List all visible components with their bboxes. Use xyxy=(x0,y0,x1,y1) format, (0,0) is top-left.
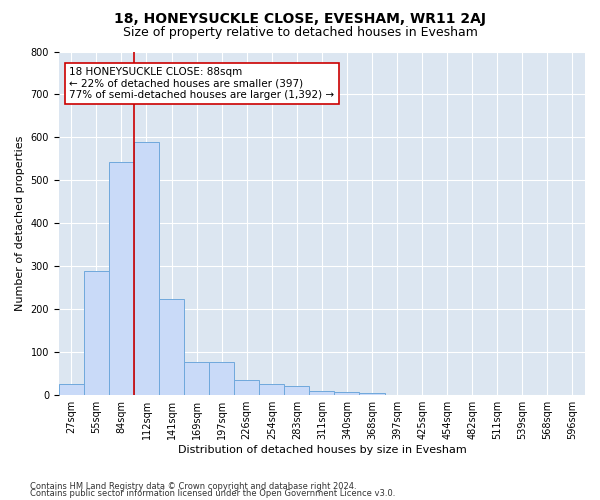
Bar xyxy=(359,393,385,395)
Bar xyxy=(284,386,310,395)
Bar xyxy=(209,362,234,395)
Bar xyxy=(109,162,134,395)
Bar xyxy=(259,384,284,395)
Bar xyxy=(59,384,84,395)
Text: Contains HM Land Registry data © Crown copyright and database right 2024.: Contains HM Land Registry data © Crown c… xyxy=(30,482,356,491)
Y-axis label: Number of detached properties: Number of detached properties xyxy=(15,136,25,311)
Text: Contains public sector information licensed under the Open Government Licence v3: Contains public sector information licen… xyxy=(30,489,395,498)
Bar xyxy=(334,392,359,395)
Text: 18 HONEYSUCKLE CLOSE: 88sqm
← 22% of detached houses are smaller (397)
77% of se: 18 HONEYSUCKLE CLOSE: 88sqm ← 22% of det… xyxy=(70,67,334,100)
Bar xyxy=(134,142,159,395)
Bar xyxy=(234,380,259,395)
X-axis label: Distribution of detached houses by size in Evesham: Distribution of detached houses by size … xyxy=(178,445,466,455)
Text: 18, HONEYSUCKLE CLOSE, EVESHAM, WR11 2AJ: 18, HONEYSUCKLE CLOSE, EVESHAM, WR11 2AJ xyxy=(114,12,486,26)
Text: Size of property relative to detached houses in Evesham: Size of property relative to detached ho… xyxy=(122,26,478,39)
Bar xyxy=(159,298,184,395)
Bar xyxy=(184,362,209,395)
Bar xyxy=(84,270,109,395)
Bar xyxy=(310,391,334,395)
